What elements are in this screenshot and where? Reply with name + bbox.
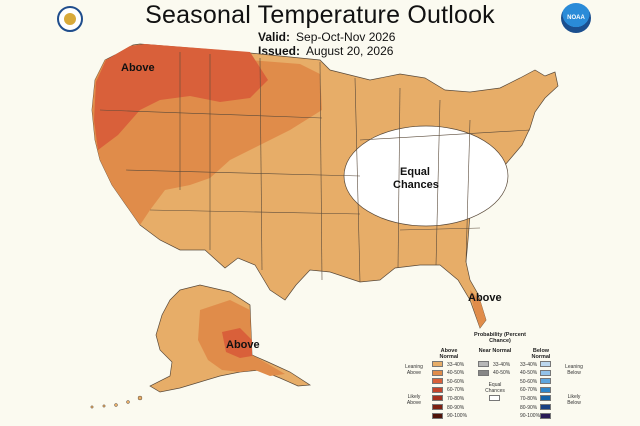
legend-above-header: Above Normal: [439, 348, 459, 360]
legend-below-range-label: 80-90%: [520, 404, 538, 411]
legend-leaning-above: Leaning Above: [405, 364, 423, 376]
legend-below-range-label: 60-70%: [520, 387, 538, 394]
legend-below-range-label: 90-100%: [520, 413, 541, 420]
legend-below-swatch: [540, 361, 551, 367]
legend-above-swatch: [432, 395, 443, 402]
legend-near-swatch: [478, 361, 489, 367]
legend-above-range-label: 70-80%: [447, 395, 465, 402]
legend-above-swatch: [432, 361, 443, 367]
map-title: Seasonal Temperature Outlook: [145, 1, 495, 29]
legend-near-header: Near Normal: [478, 348, 512, 354]
legend-above-range-label: 60-70%: [447, 387, 465, 394]
label-equal-chances: Equal Chances: [393, 166, 439, 191]
legend-below-range-label: 70-80%: [520, 395, 538, 402]
legend-below-swatch: [540, 378, 551, 385]
legend-near-range-label: 33-40%: [493, 361, 511, 368]
legend-below-range-label: 40-50%: [520, 370, 538, 377]
legend-leaning-below: Leaning Below: [565, 364, 583, 376]
legend-below-swatch: [540, 412, 551, 419]
legend-below-range-label: 50-60%: [520, 378, 538, 385]
equal-chances-region: [343, 125, 509, 227]
noaa-logo: NOAA: [561, 3, 591, 33]
aleutian-islands: [90, 395, 143, 409]
legend-above-range-label: 40-50%: [447, 370, 465, 377]
florida-above-40-50-region: [470, 290, 486, 328]
valid-period: Valid: Sep-Oct-Nov 2026: [258, 30, 395, 44]
label-above-northwest: Above: [121, 62, 155, 74]
legend-equal-chances-swatch: [489, 395, 500, 401]
alaska-above-50-60-region: [222, 328, 252, 358]
legend-above-range-label: 90-100%: [447, 413, 468, 420]
issued-value: August 20, 2026: [306, 44, 394, 58]
valid-value: Sep-Oct-Nov 2026: [296, 30, 396, 44]
legend-likely-above: Likely Above: [406, 394, 422, 406]
legend-below-swatch: [540, 395, 551, 402]
commerce-seal-logo: [57, 6, 83, 32]
legend-title: Probability (Percent Chance): [474, 332, 526, 344]
legend-near-swatch: [478, 369, 489, 376]
legend-above-swatch: [432, 404, 443, 410]
valid-label: Valid:: [258, 30, 291, 44]
label-above-florida: Above: [468, 292, 502, 304]
conus-above-50-60-region: [94, 44, 268, 150]
legend-likely-below: Likely Below: [567, 394, 581, 406]
legend-above-range-label: 50-60%: [447, 378, 465, 385]
legend-near-range-label: 40-50%: [493, 370, 511, 377]
label-above-alaska: Above: [226, 339, 260, 351]
legend-below-range-label: 33-40%: [520, 361, 538, 368]
legend-below-swatch: [540, 404, 551, 410]
legend-below-swatch: [540, 386, 551, 393]
legend-below-swatch: [540, 369, 551, 376]
legend-above-swatch: [432, 378, 443, 385]
issued-date: Issued: August 20, 2026: [258, 44, 393, 58]
legend-above-swatch: [432, 412, 443, 419]
legend-above-range-label: 80-90%: [447, 404, 465, 411]
state-boundaries: [99, 52, 531, 283]
legend-equal-chances-label: Equal Chances: [485, 382, 505, 394]
legend-above-swatch: [432, 386, 443, 393]
legend-below-header: Below Normal: [531, 348, 551, 360]
legend-above-swatch: [432, 369, 443, 376]
legend-above-range-label: 33-40%: [447, 361, 465, 368]
